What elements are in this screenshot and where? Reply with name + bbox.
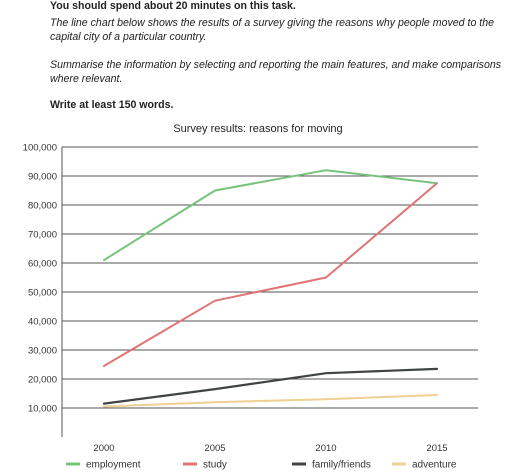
x-tick-label: 2005 [204,443,225,454]
chart-title: Survey results: reasons for moving [173,123,342,135]
legend-label: employment [86,460,141,471]
y-tick-label: 90,000 [28,172,57,183]
y-tick-label: 100,000 [23,143,57,154]
x-tick-label: 2000 [93,443,114,454]
chart-grid [62,146,478,409]
task-heading: You should spend about 20 minutes on thi… [50,0,296,12]
y-tick-label: 70,000 [28,230,57,241]
y-tick-label: 40,000 [28,317,57,328]
y-tick-label: 10,000 [28,404,57,415]
y-tick-label: 50,000 [28,288,57,299]
y-tick-label: 60,000 [28,259,57,270]
legend-label: adventure [412,460,457,471]
series-line-study [103,182,438,367]
task-prompt: The line chart below shows the results o… [50,17,495,43]
legend-label: study [203,460,227,471]
legend-label: family/friends [312,460,371,471]
chart-series [102,169,439,408]
chart-axes: 10,000 20,000 30,000 40,000 50,000 60,000 70,0… [23,143,448,455]
series-line-adventure [103,393,438,408]
series-line-family-friends [102,367,439,405]
x-tick-label: 2015 [426,443,447,454]
y-tick-label: 30,000 [28,346,57,357]
chart-legend: employment study family/friends adventure [66,460,457,471]
y-tick-label: 80,000 [28,201,57,212]
x-tick-label: 2010 [315,443,336,454]
series-line-employment [103,169,438,262]
y-tick-label: 20,000 [28,375,57,386]
word-count-requirement: Write at least 150 words. [50,99,174,111]
task-instruction: Summarise the information by selecting a… [50,59,502,85]
